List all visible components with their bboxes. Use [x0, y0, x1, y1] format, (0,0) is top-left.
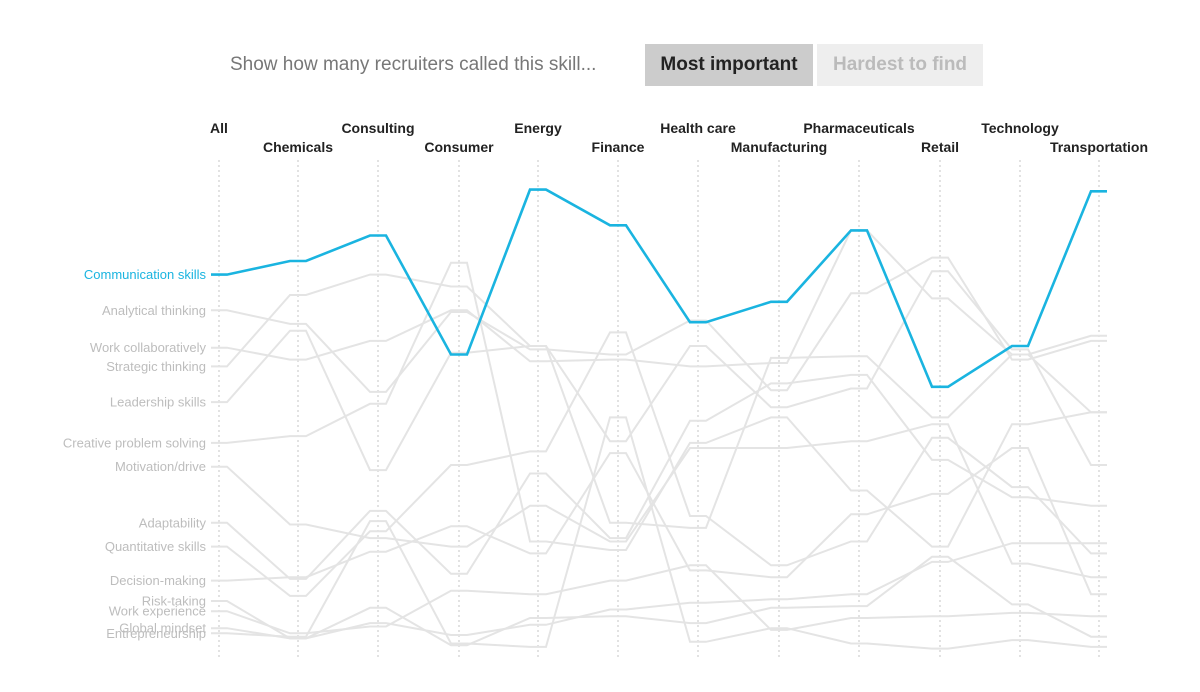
skill-label-quantitative-skills[interactable]: Quantitative skills [105, 539, 207, 554]
skill-label-entrepreneurship[interactable]: Entrepreneurship [106, 626, 206, 641]
industry-label-consumer: Consumer [424, 139, 494, 155]
skill-line-work-collaboratively[interactable] [211, 229, 1107, 414]
hardest-to-find-button[interactable]: Hardest to find [817, 44, 983, 86]
skill-label-analytical-thinking[interactable]: Analytical thinking [102, 303, 206, 318]
most-important-button[interactable]: Most important [645, 44, 813, 86]
industry-label-chemicals: Chemicals [263, 139, 333, 155]
skill-lines [211, 188, 1107, 650]
industry-label-technology: Technology [981, 120, 1059, 136]
industry-label-pharmaceuticals: Pharmaceuticals [803, 120, 914, 136]
skill-label-adaptability[interactable]: Adaptability [139, 515, 207, 530]
skill-line-decision-making[interactable] [211, 447, 1107, 596]
skill-label-work-collaboratively[interactable]: Work collaboratively [90, 340, 207, 355]
skill-line-creative-problem-solving[interactable] [211, 261, 1107, 551]
skill-line-communication-skills[interactable] [211, 188, 1107, 389]
industry-label-consulting: Consulting [341, 120, 414, 136]
industry-label-retail: Retail [921, 139, 959, 155]
industry-label-energy: Energy [514, 120, 562, 136]
skill-line-motivation-drive[interactable] [211, 423, 1107, 579]
skill-line-work-experience[interactable] [211, 564, 1107, 635]
skill-label-leadership-skills[interactable]: Leadership skills [110, 395, 207, 410]
industry-label-finance: Finance [592, 139, 645, 155]
industry-axes [218, 160, 1100, 660]
industry-label-transportation: Transportation [1050, 139, 1148, 155]
skill-label-strategic-thinking[interactable]: Strategic thinking [106, 359, 206, 374]
skill-label-global-mindset[interactable]: Global mindset [119, 621, 206, 636]
skill-line-risk-taking[interactable] [211, 542, 1107, 640]
skill-label-motivation-drive[interactable]: Motivation/drive [115, 459, 206, 474]
metric-toggle-bar: Show how many recruiters called this ski… [0, 44, 1200, 86]
skill-labels: Communication skills Analytical thinking W… [63, 267, 207, 641]
industry-label-all: All [210, 120, 228, 136]
skill-line-entrepreneurship[interactable] [211, 416, 1107, 650]
skill-line-analytical-thinking[interactable] [211, 256, 1107, 393]
skill-line-strategic-thinking[interactable] [211, 273, 1107, 529]
skill-line-adaptability[interactable] [211, 373, 1107, 580]
skill-label-risk-taking[interactable]: Risk-taking [142, 594, 206, 609]
industry-label-health-care: Health care [660, 120, 736, 136]
skill-label-work-experience[interactable]: Work experience [109, 604, 206, 619]
skill-label-creative-problem-solving[interactable]: Creative problem solving [63, 435, 206, 450]
industry-label-manufacturing: Manufacturing [731, 139, 827, 155]
toggle-prompt: Show how many recruiters called this ski… [230, 54, 597, 75]
skill-label-decision-making[interactable]: Decision-making [110, 573, 206, 588]
skill-label-communication-skills[interactable]: Communication skills [84, 267, 207, 282]
skill-line-leadership-skills[interactable] [211, 270, 1107, 472]
industry-labels: All Chemicals Consulting Consumer Energy Fina… [210, 120, 1148, 155]
skill-line-global-mindset[interactable] [211, 555, 1107, 647]
